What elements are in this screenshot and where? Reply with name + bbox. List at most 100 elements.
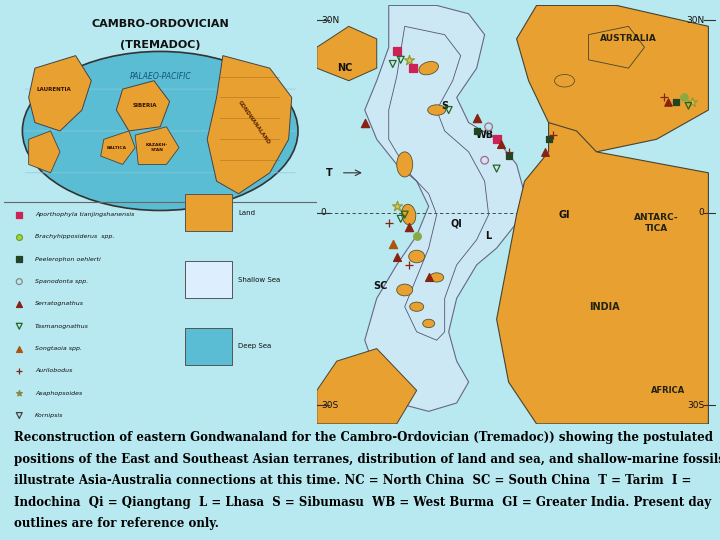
Text: GI: GI [559,210,570,220]
Point [14,367,25,375]
Point [14,345,25,353]
Point [395,56,407,64]
Ellipse shape [397,284,413,296]
Point [14,255,25,264]
Text: illustrate Asia-Australia connections at this time. NC = North China  SC = South: illustrate Asia-Australia connections at… [14,474,692,487]
Ellipse shape [22,51,298,211]
Text: CAMBRO-ORDOVICIAN: CAMBRO-ORDOVICIAN [91,19,229,29]
Text: Deep Sea: Deep Sea [238,343,271,349]
Polygon shape [29,56,91,131]
Point [399,210,410,219]
Point [423,273,434,282]
Text: QI: QI [451,218,462,228]
Text: Peelerophon oehlerti: Peelerophon oehlerti [35,257,101,262]
Point [383,219,395,227]
Ellipse shape [428,105,446,115]
Ellipse shape [430,273,444,282]
Text: ANTARC-
TICA: ANTARC- TICA [634,213,679,233]
Polygon shape [207,56,292,194]
Point [662,97,674,106]
Text: Aporthophyla tianjingshanensis: Aporthophyla tianjingshanensis [35,212,135,217]
Polygon shape [317,349,417,424]
Text: 30N: 30N [686,16,704,24]
Text: Reconstruction of eastern Gondwanaland for the Cambro-Ordovician (Tremadoc)) sho: Reconstruction of eastern Gondwanaland f… [14,431,714,444]
Point [503,152,514,160]
Point [671,97,683,106]
Ellipse shape [423,319,435,328]
Ellipse shape [410,302,423,312]
Text: NC: NC [337,63,353,73]
Point [403,56,415,64]
Ellipse shape [554,75,575,87]
Point [546,131,558,139]
Text: Kornipsis: Kornipsis [35,413,63,418]
Point [407,64,418,72]
Text: WB: WB [476,130,494,140]
Text: 0: 0 [698,208,704,217]
Point [659,93,670,102]
Point [403,260,415,269]
Point [683,102,694,110]
Text: 0: 0 [321,208,327,217]
Polygon shape [365,5,525,411]
Point [14,210,25,219]
Polygon shape [29,131,60,173]
Point [479,156,490,165]
Text: AUSTRALIA: AUSTRALIA [600,35,657,43]
Polygon shape [317,26,377,80]
Text: Land: Land [238,210,256,215]
Text: Serratognathus: Serratognathus [35,301,84,306]
Point [491,135,503,144]
Point [495,139,506,148]
Point [14,300,25,308]
Polygon shape [497,123,708,424]
Point [539,147,550,156]
Text: Indochina  Qi = Qiangtang  L = Lhasa  S = Sibumasu  WB = West Burma  GI = Greate: Indochina Qi = Qiangtang L = Lhasa S = S… [14,496,711,509]
Ellipse shape [419,62,438,75]
Text: Songtaoia spp.: Songtaoia spp. [35,346,82,351]
Point [14,233,25,241]
Point [391,47,402,56]
Ellipse shape [402,204,416,225]
Text: Aurilobodus: Aurilobodus [35,368,72,373]
Text: S: S [441,101,449,111]
Text: 30N: 30N [321,16,339,24]
Text: INDIA: INDIA [589,302,620,312]
Ellipse shape [409,250,425,263]
Point [491,164,503,173]
Point [543,135,554,144]
Text: Tasmanognathus: Tasmanognathus [35,324,89,329]
Point [391,202,402,211]
Polygon shape [517,5,708,152]
Point [387,240,398,248]
Text: Brachyhipposiderus  spp.: Brachyhipposiderus spp. [35,234,114,239]
Point [471,127,482,136]
Bar [185,194,233,231]
Point [471,114,482,123]
Text: outlines are for reference only.: outlines are for reference only. [14,517,219,530]
Text: 30S: 30S [687,401,704,409]
Point [679,93,690,102]
Point [403,223,415,232]
Point [359,118,371,127]
Point [395,214,407,223]
Point [483,123,495,131]
Text: Asaphopsoides: Asaphopsoides [35,391,82,396]
Text: PALAEO-PACIFIC: PALAEO-PACIFIC [130,72,191,81]
Polygon shape [117,80,170,131]
Point [14,389,25,397]
Polygon shape [101,131,135,164]
Ellipse shape [397,152,413,177]
Point [391,252,402,261]
Point [687,97,698,106]
Text: 30S: 30S [321,401,338,409]
Point [14,278,25,286]
Text: SC: SC [374,281,388,291]
Text: AFRICA: AFRICA [652,386,685,395]
Polygon shape [135,127,179,164]
Point [411,231,423,240]
Bar [185,261,233,298]
Point [387,59,398,68]
Bar [185,328,233,365]
Text: SIBERIA: SIBERIA [132,103,157,109]
